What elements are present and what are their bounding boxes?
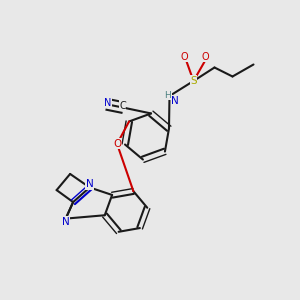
Text: N: N bbox=[62, 217, 70, 226]
Text: C: C bbox=[119, 101, 126, 111]
Text: N: N bbox=[86, 179, 94, 190]
Text: O: O bbox=[202, 52, 209, 62]
Text: N: N bbox=[171, 96, 179, 106]
Text: O: O bbox=[181, 52, 188, 62]
Text: H: H bbox=[165, 91, 171, 100]
Text: N: N bbox=[104, 98, 111, 108]
Text: S: S bbox=[190, 76, 197, 86]
Text: O: O bbox=[113, 139, 121, 149]
